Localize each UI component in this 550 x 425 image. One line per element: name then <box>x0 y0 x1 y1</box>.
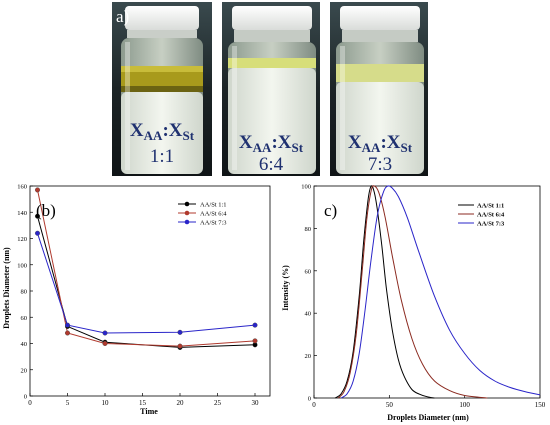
chart-b-point <box>177 343 183 349</box>
chart-c-legend-label: AA/St 7:3 <box>477 221 505 228</box>
chart-b-ytick-label: 0 <box>24 394 27 401</box>
chart-b-series-line-3 <box>37 233 256 334</box>
chart-b: 0 5 10 15 20 25 30 0 20 40 60 80 100 120 140 160 AA/St … <box>2 184 271 416</box>
chart-b-ytick-label: 100 <box>17 262 27 269</box>
chart-c-ytick-label: 60 <box>305 268 312 275</box>
vial-3-ratio-label: XAA:XSt <box>348 132 413 155</box>
chart-b-ytick-label: 140 <box>17 210 27 217</box>
chart-b-xlabel: Time <box>140 407 158 416</box>
vial-2-ratio-value: 6:4 <box>259 154 284 175</box>
chart-c-ytick-label: 0 <box>308 396 311 403</box>
chart-b-point <box>64 322 70 328</box>
chart-b-ylabel: Droplets Diameter (nm) <box>2 247 11 329</box>
chart-b-xtick-label: 10 <box>102 399 110 407</box>
chart-c-legend-label: AA/St 6:4 <box>477 212 505 219</box>
chart-c-series-line-1 <box>334 185 435 399</box>
chart-b-legend-marker <box>184 201 190 207</box>
chart-b-xtick-label: 0 <box>28 399 32 407</box>
vial-2-ratio-label: XAA:XSt <box>239 132 304 155</box>
chart-b-ytick-label: 20 <box>21 367 28 374</box>
chart-b-point <box>102 340 108 346</box>
chart-c-xlabel: Droplets Diameter (nm) <box>387 413 469 422</box>
chart-b-point <box>102 330 108 336</box>
chart-c-ylabel: Intensity (%) <box>281 265 290 311</box>
chart-c-ytick-label: 20 <box>305 353 312 360</box>
vial-3-ratio-value: 7:3 <box>368 154 392 175</box>
vial-1-ratio-label: XAA:XSt <box>130 120 195 143</box>
chart-c-legend-label: AA/St 1:1 <box>477 203 504 210</box>
panel-a-label: a) <box>116 7 129 26</box>
chart-c-xtick-label: 50 <box>386 401 394 409</box>
chart-b-legend-label: AA/St 7:3 <box>200 220 227 227</box>
chart-c-ytick-label: 80 <box>305 226 312 233</box>
vial-3 <box>330 2 428 176</box>
chart-c-panel-label: c) <box>324 201 337 220</box>
chart-b-xtick-label: 20 <box>177 399 185 407</box>
chart-b-xtick-label: 5 <box>66 399 70 407</box>
chart-b-ytick-label: 160 <box>17 184 27 191</box>
chart-c-ytick-label: 100 <box>301 184 311 191</box>
chart-b-ytick-label: 40 <box>21 341 28 348</box>
chart-c-series-line-2 <box>337 185 488 399</box>
chart-b-ytick-label: 120 <box>17 236 27 243</box>
chart-b-frame <box>29 185 271 397</box>
chart-b-series-line-1 <box>37 216 256 348</box>
chart-b-legend-label: AA/St 6:4 <box>200 211 227 218</box>
vial-2 <box>222 2 320 176</box>
chart-b-legend-marker <box>184 210 190 216</box>
chart-b-point <box>252 338 258 344</box>
chart-b-point <box>64 330 70 336</box>
chart-c-xtick-label: 150 <box>535 401 546 409</box>
vial-1 <box>112 2 212 176</box>
chart-b-ytick-label: 60 <box>21 315 28 322</box>
chart-b-xtick-label: 15 <box>139 399 147 407</box>
chart-b-point <box>177 329 183 335</box>
chart-c-ytick-label: 40 <box>305 311 312 318</box>
chart-b-point <box>35 230 41 236</box>
vials-photo: a) XAA:XSt 1:1 XAA:XSt 6:4 XAA:XSt 7:3 <box>0 0 550 176</box>
chart-b-point <box>35 213 41 219</box>
chart-b-legend-label: AA/St 1:1 <box>200 202 227 209</box>
chart-c-xtick-label: 0 <box>312 401 316 409</box>
chart-c-series-line-3 <box>340 185 541 399</box>
chart-c-xtick-label: 100 <box>459 401 470 409</box>
chart-b-panel-label: (b) <box>36 201 56 220</box>
vial-1-ratio-value: 1:1 <box>150 146 174 167</box>
chart-b-point <box>252 322 258 328</box>
chart-b-ytick-label: 80 <box>21 289 28 296</box>
chart-b-point <box>35 187 41 193</box>
chart-c-frame <box>313 185 541 399</box>
chart-b-xtick-label: 30 <box>252 399 260 407</box>
chart-b-xtick-label: 25 <box>214 399 222 407</box>
chart-c: 0 50 100 150 0 20 40 60 80 100 AA/St 1:1 AA/St 6:4… <box>281 184 546 423</box>
chart-b-legend-marker <box>184 219 190 225</box>
